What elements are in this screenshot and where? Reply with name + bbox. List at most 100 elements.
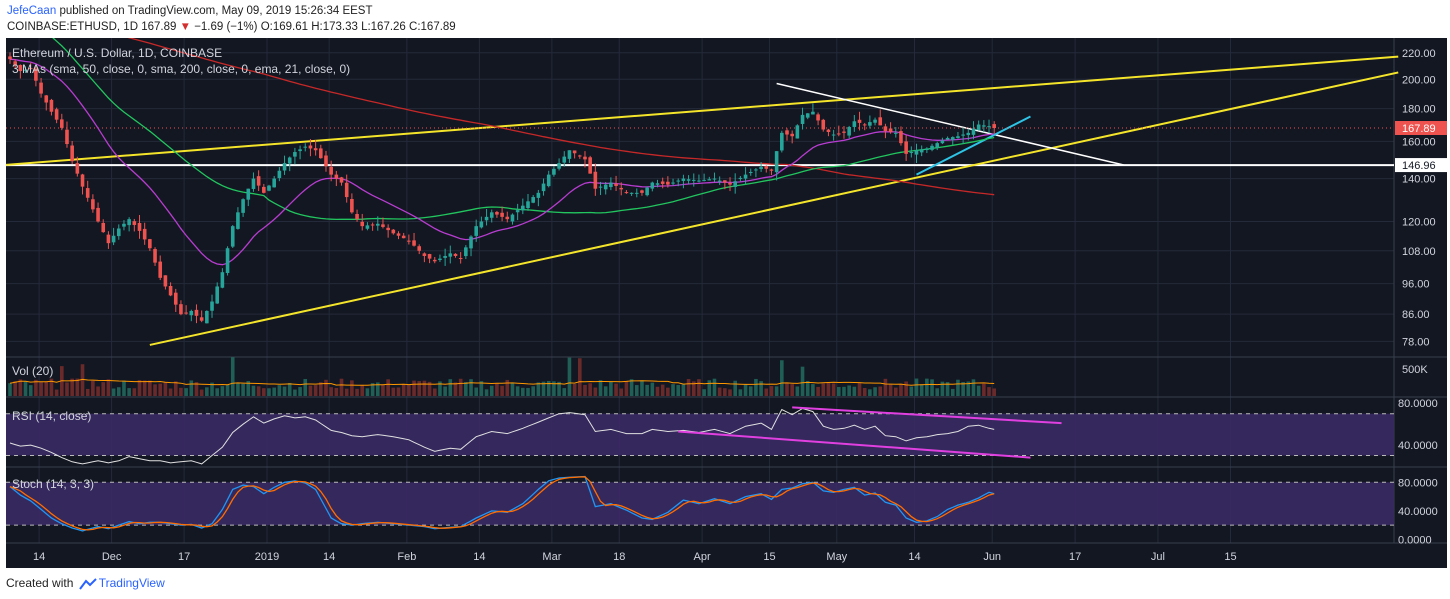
chart-svg[interactable]: 220.00 200.00 180.00 160.00 140.00 120.00 108.… [4,28,1447,568]
volume-bar [666,387,670,396]
candle-body [842,131,846,133]
volume-bar [878,386,883,396]
pane-labels: Ethereum / U.S. Dollar, 1D, COINBASE 3 M… [12,46,350,491]
candle-body [738,177,743,179]
volume-bar [225,384,230,396]
volume-bar [919,384,924,396]
volume-bar [334,387,339,396]
candle-body [484,216,489,221]
volume-bar [816,386,820,396]
candle-body [489,212,494,218]
candle-body [935,143,940,148]
volume-bar [458,378,463,396]
candle-body [712,178,717,180]
volume-bar [13,381,17,396]
volume-bar [70,378,74,396]
volume-bar [754,378,758,396]
candle-body [70,145,74,162]
stoch-label[interactable]: Stoch (14, 3, 3) [12,477,94,491]
volume-bar [34,379,38,396]
volume-bar [116,387,121,396]
candle-body [857,119,862,123]
tradingview-logo-icon [78,578,97,590]
candle-body [453,253,458,256]
volume-bar [572,383,577,396]
candle-body [101,223,106,233]
volume-bar [251,385,256,396]
volume-bar [950,388,955,396]
time-tick-label: 18 [613,551,625,563]
price-tick-label: 78.00 [1402,336,1430,348]
candle-body [225,248,230,274]
volume-bar [717,387,722,396]
time-tick-label: 2019 [255,551,279,563]
candle-body [526,201,530,208]
volume-bar [857,382,862,396]
candle-body [396,233,401,236]
candle-body [743,174,748,179]
created-with-text: Created with [6,576,74,590]
grid-lines [6,38,1447,544]
candle-body [883,126,888,132]
candle-body [39,82,43,94]
ohlc-values: O:169.61 H:173.33 L:167.26 C:167.89 [260,21,456,33]
volume-bar [966,381,971,396]
candle-body [106,234,111,244]
chart-area[interactable]: 220.00 200.00 180.00 160.00 140.00 120.00 108.… [4,28,1447,568]
candle-body [464,247,468,257]
volume-bar [220,386,225,396]
last-price: 167.89 [141,21,177,33]
candle-body [795,125,800,139]
candle-body [448,253,453,257]
candle-body [847,126,851,136]
rsi-pane [6,406,1394,465]
tradingview-brand[interactable]: TradingView [98,576,165,590]
volume-bar [23,381,28,396]
indicators-label[interactable]: 3 MAs (sma, 50, close, 0, sma, 200, clos… [12,62,350,76]
volume-bar [469,379,473,396]
candle-body [319,148,323,159]
volume-bar [360,384,365,396]
candle-body [85,188,90,198]
author-link[interactable]: JefeCaan [7,5,57,17]
candle-body [614,183,618,186]
volume-bar [842,386,846,396]
candle-body [707,179,712,181]
candle-body [811,111,815,115]
volume-bar [785,383,789,396]
rsi-line [9,407,995,465]
volume-bar [215,388,219,396]
candle-body [241,199,245,213]
volume-bar [308,385,313,396]
candle-body [132,221,137,225]
rsi-label[interactable]: RSI (14, close) [12,409,91,423]
candle-body [391,229,396,234]
volume-bar [303,379,308,396]
volume-bar [707,380,712,396]
volume-bar [277,385,282,396]
volume-bar [489,385,494,396]
volume-bar [241,383,245,396]
candle-body [412,240,416,246]
volume-bar [790,384,794,396]
price-badge-label: 146.96 [1402,160,1436,172]
candle-body [54,109,59,120]
candle-body [350,198,354,213]
volume-bar [546,380,551,396]
candle-body [158,261,163,278]
candle-body [629,192,634,194]
volume-label[interactable]: Vol (20) [12,364,53,378]
volume-bar [479,381,484,396]
volume-bar [168,388,173,396]
candle-body [344,182,349,198]
volume-bar [350,380,354,396]
candle-body [370,224,375,226]
candle-body [339,177,344,183]
candle-body [868,122,872,126]
volume-bar [319,382,323,396]
time-axis: 14 Dec 17 2019 14 Feb 14 Mar 18 Apr 15 May 14 Jun 17 Ju… [6,544,1447,568]
candle-body [28,68,33,70]
price-tick-label: 96.00 [1402,279,1430,291]
volume-ma [9,378,995,386]
candle-body [500,212,504,217]
